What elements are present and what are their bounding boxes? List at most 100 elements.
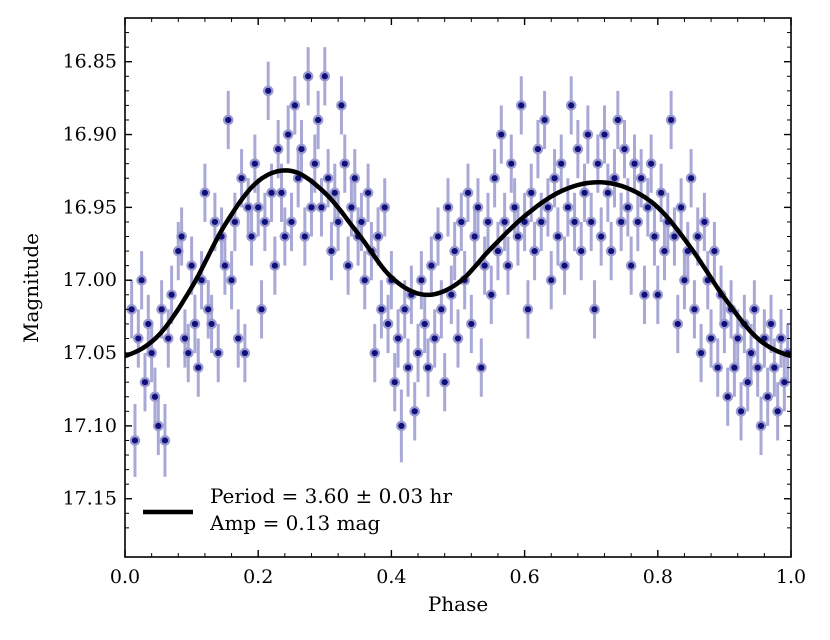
x-tick-label: 0.6 xyxy=(509,566,539,588)
data-point xyxy=(685,172,697,184)
x-axis-label: Phase xyxy=(428,592,488,616)
data-point xyxy=(309,158,321,169)
data-point xyxy=(622,202,634,213)
data-point xyxy=(665,114,677,126)
data-point xyxy=(605,245,617,257)
x-tick-label: 0.4 xyxy=(376,566,406,588)
data-point xyxy=(219,260,231,271)
data-point xyxy=(669,231,680,242)
data-point xyxy=(259,216,271,228)
data-point xyxy=(489,172,500,184)
data-point xyxy=(279,231,291,242)
data-point xyxy=(632,216,644,228)
data-point xyxy=(539,114,550,126)
data-point xyxy=(689,304,700,315)
y-axis-label: Magnitude xyxy=(19,233,43,343)
data-point xyxy=(565,100,577,111)
data-point xyxy=(769,362,780,373)
data-point xyxy=(179,333,191,344)
data-point xyxy=(222,114,234,126)
data-point xyxy=(762,391,773,403)
data-point xyxy=(655,187,667,199)
x-tick-labels: 0.0 0.2 0.4 0.6 0.8 1.0 xyxy=(110,566,806,588)
data-point xyxy=(582,129,594,140)
data-point xyxy=(482,216,494,228)
data-point xyxy=(422,362,434,373)
data-point xyxy=(246,231,257,242)
data-point xyxy=(639,289,650,301)
data-point xyxy=(239,347,251,359)
data-point xyxy=(276,187,287,199)
data-point xyxy=(719,318,730,330)
x-tick-label: 1.0 xyxy=(776,566,806,588)
data-point xyxy=(752,362,763,373)
y-tick-label: 17.10 xyxy=(63,415,117,437)
data-point xyxy=(189,318,201,330)
data-point xyxy=(599,129,610,140)
data-point xyxy=(512,231,524,242)
data-point xyxy=(289,100,301,111)
data-point xyxy=(525,187,537,199)
data-point xyxy=(642,202,654,213)
data-point xyxy=(699,216,710,228)
data-point xyxy=(326,245,337,257)
data-point xyxy=(149,391,161,403)
data-point xyxy=(615,216,627,228)
data-point xyxy=(709,245,720,257)
data-point xyxy=(446,289,457,301)
data-point xyxy=(705,333,717,344)
data-point xyxy=(442,202,454,213)
data-point xyxy=(469,231,480,242)
data-point xyxy=(712,362,724,373)
data-point xyxy=(659,245,670,257)
data-point xyxy=(495,129,507,140)
data-point xyxy=(755,420,767,432)
data-point xyxy=(559,260,570,271)
data-point xyxy=(675,202,687,213)
data-point xyxy=(206,318,217,330)
data-point xyxy=(269,260,281,271)
legend-period-label: Period = 3.60 ± 0.03 hr xyxy=(210,484,452,508)
data-point xyxy=(249,158,261,169)
data-point xyxy=(625,260,637,271)
data-point xyxy=(319,70,331,82)
data-point xyxy=(412,347,424,359)
legend-amp-label: Amp = 0.13 mag xyxy=(209,511,380,535)
data-point xyxy=(129,435,141,446)
data-point xyxy=(575,245,587,257)
data-point xyxy=(735,406,747,417)
data-point xyxy=(166,289,177,301)
data-point xyxy=(376,304,387,315)
data-point xyxy=(236,172,247,184)
data-point xyxy=(549,172,560,184)
data-point xyxy=(745,347,757,359)
data-point xyxy=(535,216,547,228)
data-point xyxy=(765,318,777,330)
data-point xyxy=(372,231,384,242)
data-point xyxy=(545,274,557,286)
data-point xyxy=(562,202,574,213)
data-point xyxy=(502,260,514,271)
data-point xyxy=(476,362,487,373)
data-point xyxy=(432,231,444,242)
data-point xyxy=(439,376,450,388)
data-point xyxy=(272,143,284,155)
data-point xyxy=(409,406,421,417)
data-point xyxy=(399,304,411,315)
data-point xyxy=(369,347,381,359)
data-point xyxy=(192,362,204,373)
data-point xyxy=(429,333,440,344)
data-point xyxy=(322,172,334,184)
data-point xyxy=(505,158,517,169)
legend: Period = 3.60 ± 0.03 hr Amp = 0.13 mag xyxy=(143,484,452,535)
data-point xyxy=(462,187,474,199)
data-point xyxy=(619,143,630,155)
data-point xyxy=(392,333,404,344)
data-point xyxy=(172,245,184,257)
data-point xyxy=(182,347,194,359)
x-tick-label: 0.8 xyxy=(643,566,673,588)
y-tick-label: 17.00 xyxy=(63,269,117,291)
data-point xyxy=(522,304,534,315)
data-point xyxy=(262,85,274,97)
y-tick-label: 17.05 xyxy=(63,342,117,364)
